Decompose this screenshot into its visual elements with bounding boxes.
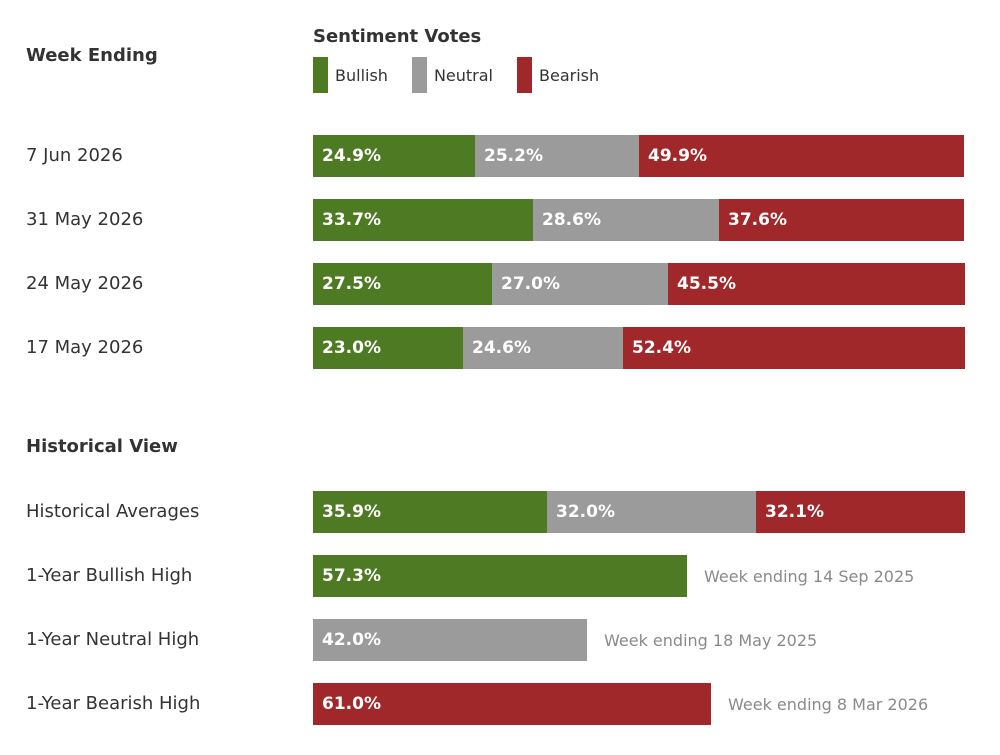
week-row-24-may-2026-bullish-segment: 27.5% [313,263,492,305]
week-row-24-may-2026-bearish-segment: 45.5% [668,263,965,305]
week-row-24-may-2026-label: 24 May 2026 [26,273,144,294]
week-row-24-may-2026-bar: 27.5% 27.0% 45.5% [313,263,965,305]
legend-title: Sentiment Votes [313,26,482,47]
week-ending-heading: Week Ending [26,45,158,66]
historical-row-1-year-neutral-high-bar: 42.0% [313,619,587,661]
historical-row-1-year-neutral-high-label: 1-Year Neutral High [26,629,200,650]
legend-label-bullish: Bullish [335,65,388,85]
historical-row-1-year-bearish-high-note: Week ending 8 Mar 2026 [728,695,929,714]
historical-row-historical-averages-bearish-segment: 32.1% [756,491,965,533]
historical-row-1-year-neutral-high-neutral-segment: 42.0% [313,619,587,661]
week-row-7-jun-2026-label: 7 Jun 2026 [26,145,123,166]
legend-label-neutral: Neutral [433,65,493,85]
historical-row-historical-averages-label: Historical Averages [26,501,200,522]
historical-row-historical-averages-bar: 35.9% 32.0% 32.1% [313,491,965,533]
legend-swatch-neutral [411,57,427,93]
week-row-17-may-2026-neutral-segment: 24.6% [463,327,623,369]
legend: Sentiment Votes Bullish Neutral Bearish [313,26,623,93]
week-row-31-may-2026-label: 31 May 2026 [26,209,144,230]
historical-row-historical-averages-neutral-segment: 32.0% [547,491,756,533]
week-row-7-jun-2026-bullish-segment: 24.9% [313,135,475,177]
legend-items: Bullish Neutral Bearish [313,57,623,93]
historical-row-1-year-bearish-high-bar: 61.0% [313,683,711,725]
week-row-31-may-2026-bullish-segment: 33.7% [313,199,533,241]
week-row-7-jun-2026-neutral-segment: 25.2% [475,135,639,177]
historical-row-1-year-neutral-high-note: Week ending 18 May 2025 [604,631,818,650]
legend-swatch-bearish [517,57,532,93]
week-row-24-may-2026-neutral-segment: 27.0% [492,263,668,305]
historical-row-1-year-bullish-high-bar: 57.3% [313,555,687,597]
legend-item-neutral: Neutral [411,57,493,93]
week-row-17-may-2026-label: 17 May 2026 [26,337,144,358]
legend-swatch-bullish [313,57,328,93]
historical-row-1-year-bearish-high-label: 1-Year Bearish High [26,693,201,714]
historical-row-1-year-bullish-high-label: 1-Year Bullish High [26,565,193,586]
week-row-17-may-2026-bar: 23.0% 24.6% 52.4% [313,327,965,369]
week-row-31-may-2026-neutral-segment: 28.6% [533,199,719,241]
legend-label-bearish: Bearish [539,65,600,85]
historical-row-1-year-bullish-high-bullish-segment: 57.3% [313,555,687,597]
week-row-31-may-2026-bearish-segment: 37.6% [719,199,964,241]
historical-view-heading: Historical View [26,436,178,457]
week-row-7-jun-2026-bar: 24.9% 25.2% 49.9% [313,135,964,177]
legend-item-bearish: Bearish [517,57,599,93]
week-row-7-jun-2026-bearish-segment: 49.9% [639,135,964,177]
historical-row-historical-averages-bullish-segment: 35.9% [313,491,547,533]
legend-item-bullish: Bullish [313,57,388,93]
week-row-31-may-2026-bar: 33.7% 28.6% 37.6% [313,199,964,241]
week-row-17-may-2026-bullish-segment: 23.0% [313,327,463,369]
historical-row-1-year-bullish-high-note: Week ending 14 Sep 2025 [704,567,915,586]
historical-row-1-year-bearish-high-bearish-segment: 61.0% [313,683,711,725]
week-row-17-may-2026-bearish-segment: 52.4% [623,327,965,369]
